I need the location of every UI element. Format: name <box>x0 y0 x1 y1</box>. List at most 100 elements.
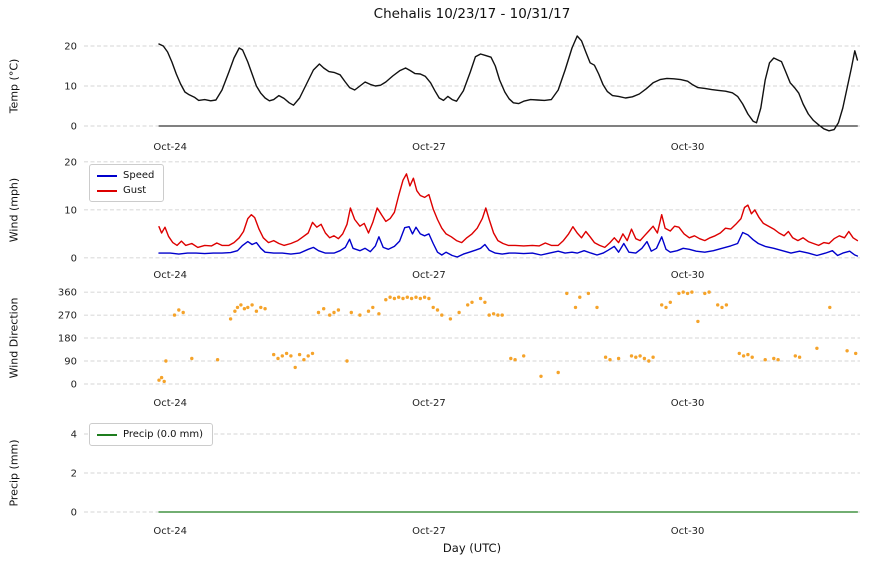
wind-direction-point <box>642 356 647 361</box>
x-tick-label: Oct-27 <box>412 270 446 281</box>
wind-direction-point <box>772 356 776 361</box>
wind-legend-item-speed: Speed <box>97 170 154 181</box>
wind-direction-point <box>763 358 767 362</box>
wind-direction-point <box>578 295 582 299</box>
wind-direction-point <box>522 354 526 358</box>
wind-direction-point <box>427 296 431 301</box>
wind-direction-point <box>681 290 685 294</box>
wind-legend: Speed Gust <box>89 164 165 202</box>
wind-direction-point <box>181 310 185 315</box>
wind-direction-point <box>690 290 694 294</box>
wind-direction-point <box>435 308 440 312</box>
y-tick-label: 0 <box>71 380 77 391</box>
wind-direction-point <box>418 296 422 301</box>
wind-direction-point <box>388 295 392 299</box>
wind-direction-point <box>349 310 353 315</box>
wind-direction-point <box>242 307 247 311</box>
wind-direction-point <box>322 307 326 311</box>
wind-direction-point <box>707 290 711 294</box>
wind-direction-point <box>306 354 310 358</box>
chart-title: Chehalis 10/23/17 - 10/31/17 <box>373 6 571 22</box>
wind-direction-point <box>332 310 336 315</box>
wind-direction-point <box>246 305 250 310</box>
x-tick-label: Oct-24 <box>153 142 187 153</box>
wind-direction-point <box>815 346 819 350</box>
y-tick-label: 360 <box>58 288 77 299</box>
wind-direction-point <box>316 310 321 315</box>
wind-legend-gust-label: Gust <box>123 185 147 196</box>
wind-direction-point <box>328 313 332 317</box>
wind-direction-point <box>397 295 401 299</box>
wind-direction-point <box>276 356 280 361</box>
x-tick-label: Oct-30 <box>671 526 705 537</box>
wind-direction-point <box>556 370 560 375</box>
wind-direction-point <box>259 305 263 310</box>
wind-direction-point <box>284 351 289 356</box>
wind-direction-point <box>664 305 668 310</box>
y-tick-label: 20 <box>64 42 77 53</box>
wind-direction-point <box>573 305 578 310</box>
wind-direction-point <box>750 355 754 359</box>
wind-direction-point <box>272 352 276 357</box>
wind-direction-point <box>491 312 496 316</box>
wind-direction-point <box>384 298 388 302</box>
wind-direction-point <box>496 313 500 317</box>
wind-direction-point <box>422 295 427 299</box>
x-tick-label: Oct-27 <box>412 142 446 153</box>
wind-direction-point <box>703 291 707 296</box>
wind-direction-point <box>289 354 293 358</box>
x-tick-label: Oct-30 <box>671 398 705 409</box>
y-tick-label: 270 <box>58 311 77 322</box>
wind-direction-point <box>293 365 297 370</box>
wind-direction-point <box>539 374 543 378</box>
wind-direction-point <box>724 303 729 307</box>
wind-direction-point <box>233 309 237 313</box>
precip-legend-label: Precip (0.0 mm) <box>123 429 204 440</box>
wind-direction-point <box>487 313 491 317</box>
y-tick-label: 0 <box>71 122 77 133</box>
wind-direction-point <box>660 303 664 307</box>
x-tick-label: Oct-24 <box>153 398 187 409</box>
precip-legend: Precip (0.0 mm) <box>89 423 214 446</box>
x-tick-label: Oct-27 <box>412 526 446 537</box>
y-tick-label: 90 <box>64 357 77 368</box>
temp-axis-label: Temp (°C) <box>7 58 21 114</box>
x-tick-label: Oct-30 <box>671 270 705 281</box>
wind-direction-point <box>651 355 655 359</box>
wind-direction-point <box>470 300 474 304</box>
wind-direction-point <box>190 356 194 361</box>
wind-direction-point <box>297 352 302 357</box>
wind-direction-point <box>603 355 608 359</box>
wind-direction-point <box>478 296 483 301</box>
wind-direction-point <box>336 308 341 312</box>
y-tick-label: 180 <box>58 334 77 345</box>
x-axis-label: Day (UTC) <box>442 541 502 555</box>
wind-direction-point <box>854 351 858 356</box>
wind-direction-point <box>513 358 517 362</box>
wind-direction-point <box>377 312 381 316</box>
wind-direction-point <box>448 317 453 321</box>
x-tick-label: Oct-27 <box>412 398 446 409</box>
wind-direction-point <box>239 303 243 307</box>
wind-direction-point <box>466 303 470 307</box>
precip-legend-item: Precip (0.0 mm) <box>97 429 203 440</box>
wind-direction-point <box>746 352 750 357</box>
gust-line <box>158 173 859 249</box>
wind-direction-point <box>828 305 832 310</box>
wind-direction-point <box>157 378 161 382</box>
precip-axis-label: Precip (mm) <box>7 439 21 507</box>
wind-direction-point <box>776 358 780 362</box>
wind-direction-point <box>177 308 181 312</box>
speed-line-swatch <box>97 174 117 177</box>
wind-direction-point <box>371 305 375 310</box>
wind-direction-point <box>172 313 177 317</box>
precip-line-swatch <box>97 433 117 436</box>
y-tick-label: 0 <box>71 508 77 519</box>
wind-direction-point <box>409 296 414 301</box>
wind-direction-point <box>668 300 672 304</box>
wind-axis-label: Wind (mph) <box>7 177 21 243</box>
y-tick-label: 20 <box>64 157 77 168</box>
speed-line <box>158 225 859 258</box>
wind-direction-point <box>457 310 461 315</box>
wind-direction-point <box>405 295 409 299</box>
